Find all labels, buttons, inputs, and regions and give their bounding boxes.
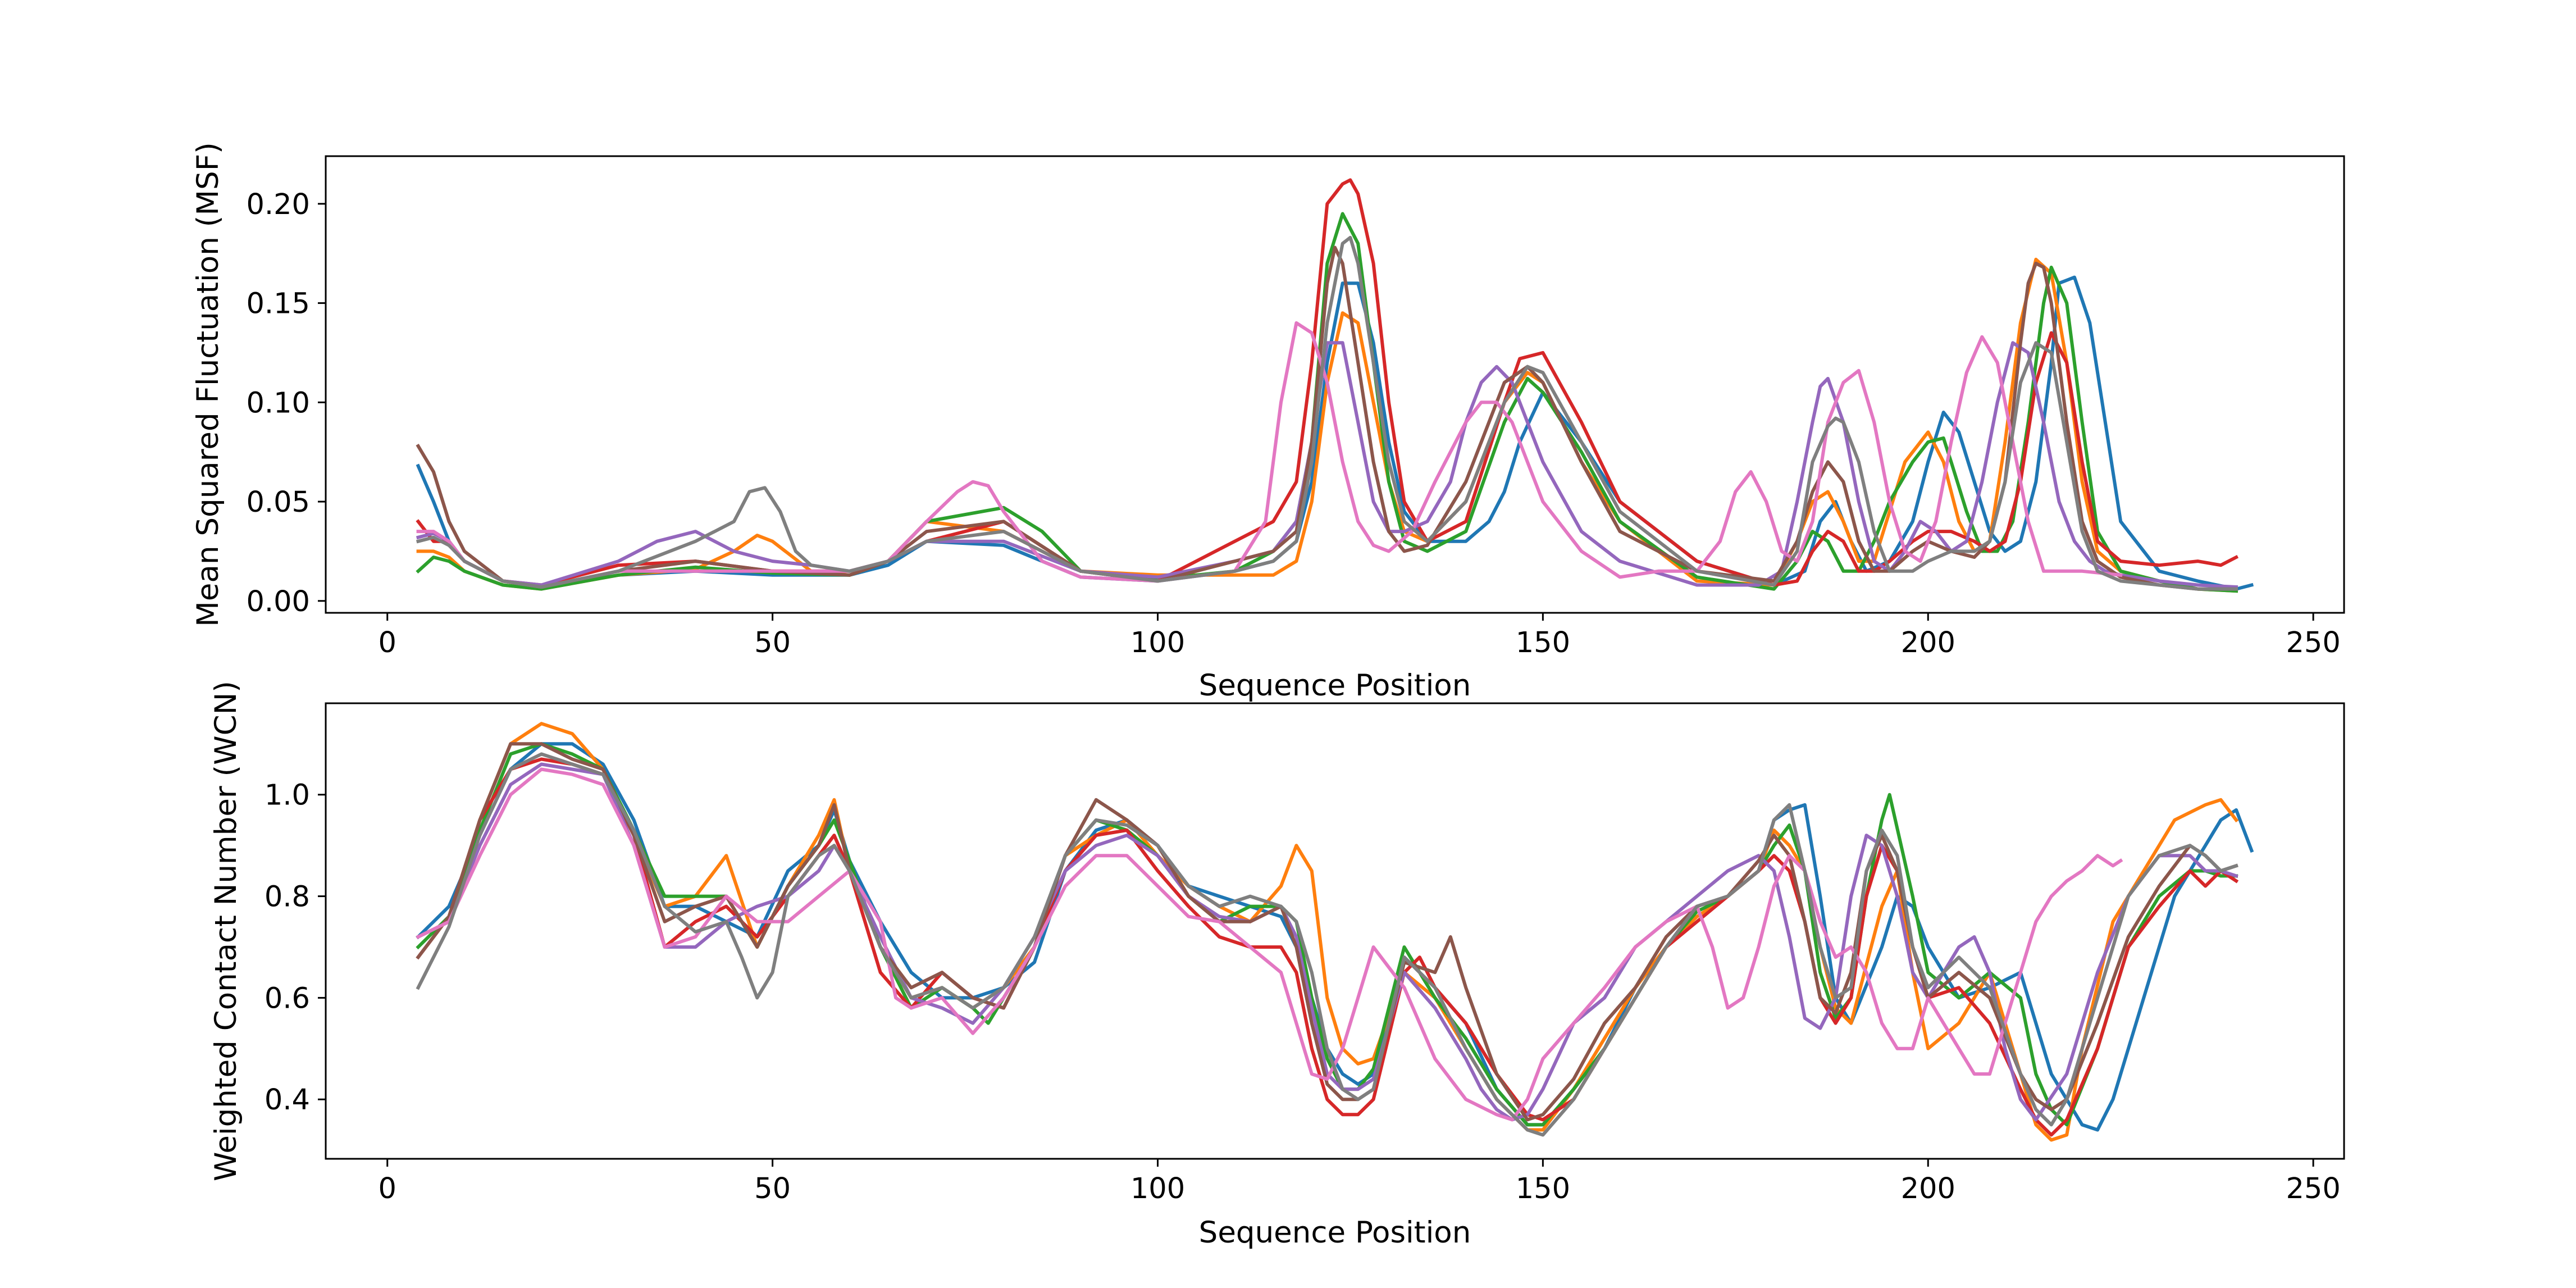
msf-tick-layer: 0 50 100 150 200 250 0.00 0.05 0.10 0.15 0.20	[246, 188, 2340, 659]
wcn-x-tick-label: 250	[2286, 1172, 2340, 1205]
msf-y-tick-label: 0.00	[246, 585, 310, 618]
wcn-series-layer	[416, 722, 2254, 1142]
wcn-plot-frame	[325, 702, 2345, 1160]
msf-y-tick-label: 0.05	[246, 486, 310, 519]
wcn-y-tick-label: 0.6	[265, 982, 310, 1015]
wcn-series-line-6	[416, 742, 2238, 1122]
wcn-y-axis-label: Weighted Contact Number (WCN)	[209, 681, 243, 1181]
msf-series-line-7	[416, 321, 2123, 589]
msf-y-tick-label: 0.15	[246, 288, 310, 321]
msf-series-line-1	[416, 275, 2254, 591]
msf-x-tick-label: 150	[1516, 626, 1570, 659]
msf-y-tick-label: 0.20	[246, 188, 310, 221]
msf-chart: 0 50 100 150 200 250 0.00 0.05 0.10 0.15 0.20 Sequ…	[191, 142, 2345, 703]
msf-y-tick-label: 0.10	[246, 386, 310, 420]
wcn-y-tick-label: 0.8	[265, 881, 310, 914]
wcn-x-tick-label: 200	[1901, 1172, 1955, 1205]
wcn-series-line-7	[416, 767, 2123, 1122]
wcn-x-tick-label: 50	[754, 1172, 791, 1205]
wcn-x-tick-label: 0	[379, 1172, 396, 1205]
wcn-x-tick-label: 150	[1516, 1172, 1570, 1205]
msf-x-tick-label: 200	[1901, 626, 1955, 659]
msf-x-tick-label: 100	[1130, 626, 1185, 659]
msf-series-layer	[416, 178, 2254, 593]
wcn-series-line-8	[416, 752, 2238, 1137]
msf-x-tick-label: 0	[379, 626, 396, 659]
wcn-series-line-5	[416, 762, 2238, 1122]
wcn-tick-layer: 0 50 100 150 200 250 0.4 0.6 0.8 1.0	[265, 779, 2341, 1205]
wcn-chart: 0 50 100 150 200 250 0.4 0.6 0.8 1.0 Sequence Pos…	[209, 681, 2345, 1250]
wcn-y-tick-label: 1.0	[265, 779, 310, 812]
msf-x-axis-label: Sequence Position	[1199, 668, 1471, 703]
wcn-y-tick-label: 0.4	[265, 1084, 310, 1117]
msf-y-axis-label: Mean Squared Fluctuation (MSF)	[191, 142, 225, 627]
wcn-x-tick-label: 100	[1130, 1172, 1185, 1205]
wcn-x-axis-label: Sequence Position	[1199, 1216, 1471, 1250]
msf-x-tick-label: 250	[2286, 626, 2340, 659]
msf-plot-frame	[325, 155, 2345, 614]
msf-x-tick-label: 50	[754, 626, 791, 659]
msf-series-line-8	[416, 235, 2238, 591]
